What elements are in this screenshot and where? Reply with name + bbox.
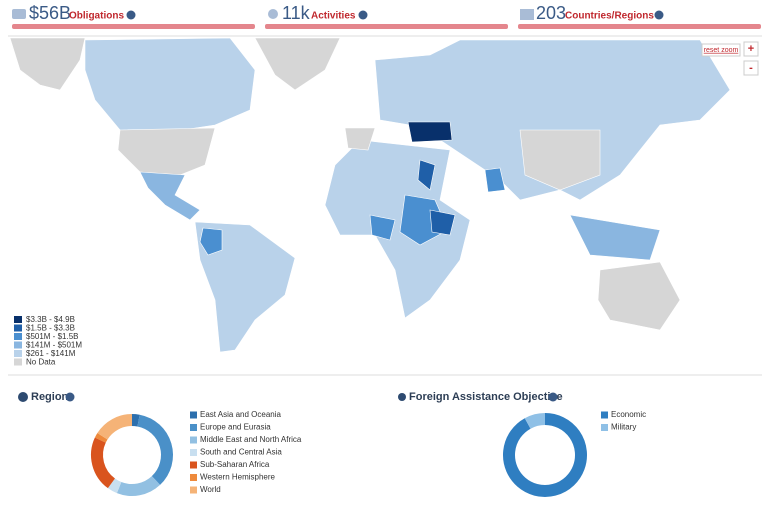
section-title: Foreign Assistance Objective: [409, 391, 563, 403]
stat-bar: [265, 24, 508, 29]
legend-swatch: [601, 411, 608, 419]
legend-label: Western Hemisphere: [200, 473, 276, 482]
info-icon[interactable]: [65, 392, 75, 402]
legend-swatch: [190, 436, 197, 444]
legend-swatch: [601, 424, 608, 431]
legend-swatch: [14, 333, 22, 340]
legend-swatch: [190, 449, 197, 456]
legend-label: Europe and Eurasia: [200, 423, 271, 432]
legend-swatch: [14, 350, 22, 357]
reset-button[interactable]: [701, 43, 741, 57]
country: [199, 227, 223, 256]
legend-swatch: [190, 411, 197, 419]
country: [417, 159, 436, 191]
info-icon[interactable]: [126, 10, 136, 20]
legend-label: $141M - $501M: [26, 341, 82, 350]
legend-label: Economic: [611, 410, 646, 419]
info-icon[interactable]: [654, 10, 664, 20]
gear-icon: [268, 9, 278, 19]
donut-segment: [503, 413, 587, 497]
country: [84, 37, 256, 136]
country: [369, 214, 396, 241]
zoom-in[interactable]: +: [748, 43, 754, 55]
legend-swatch: [14, 324, 22, 332]
country: [117, 127, 216, 176]
country: [9, 37, 86, 91]
stat-label: Countries/Regions: [565, 11, 654, 22]
legend-label: $261 - $141M: [26, 349, 76, 358]
legend-label: Military: [611, 423, 636, 432]
country: [484, 167, 506, 193]
country: [194, 221, 296, 353]
country: [254, 37, 341, 91]
country: [344, 127, 376, 151]
world-map: [9, 37, 731, 353]
donut-segment: [97, 414, 133, 440]
zoom-out[interactable]: -: [749, 62, 753, 74]
legend-label: East Asia and Oceania: [200, 410, 281, 419]
donut-segment: [131, 414, 140, 427]
legend-swatch: [14, 316, 22, 323]
donut-segment: [107, 478, 122, 494]
stat-value: 203: [536, 3, 566, 23]
zoom-out-button[interactable]: [743, 60, 759, 76]
donut-segment: [91, 437, 116, 489]
legend-label: $1.5B - $3.3B: [26, 324, 75, 333]
map-icon: [520, 9, 534, 20]
legend-swatch: [14, 341, 22, 349]
donut-segment: [94, 433, 108, 443]
legend-swatch: [190, 486, 197, 494]
donut-segment: [116, 475, 161, 496]
section-title: Region: [31, 391, 69, 403]
legend-label: Sub-Saharan Africa: [200, 460, 270, 469]
zoom-in-button[interactable]: [743, 41, 759, 57]
legend-label: No Data: [26, 358, 56, 367]
reset-zoom[interactable]: reset zoom: [704, 47, 739, 54]
legend-label: $501M - $1.5B: [26, 332, 78, 341]
legend-swatch: [190, 474, 197, 481]
country: [139, 171, 201, 221]
donut-segment: [524, 413, 546, 429]
stat-bar: [518, 24, 761, 29]
info-icon[interactable]: [548, 392, 558, 402]
legend-swatch: [190, 461, 197, 469]
country: [429, 209, 456, 236]
map-legend: $3.3B - $4.9B$1.5B - $3.3B$501M - $1.5B$…: [14, 315, 82, 367]
stat-bar: [12, 24, 255, 29]
country: [407, 121, 453, 143]
legend-label: World: [200, 485, 221, 494]
money-icon: [12, 9, 26, 19]
stat-label: Activities: [311, 11, 356, 22]
stat-value: $56B: [29, 3, 71, 23]
legend-swatch: [14, 358, 22, 366]
legend-swatch: [190, 424, 197, 431]
country: [597, 261, 681, 331]
info-icon[interactable]: [358, 10, 368, 20]
legend-label: South and Central Asia: [200, 448, 282, 457]
donut-segment: [137, 414, 173, 485]
header: $56B Obligations 11k Activities 203 Coun…: [12, 3, 761, 29]
stat-value: 11k: [282, 3, 311, 23]
gear-icon: [398, 393, 406, 401]
country: [569, 214, 661, 261]
legend-label: $3.3B - $4.9B: [26, 315, 75, 324]
stat-label: Obligations: [69, 11, 124, 22]
legend-label: Middle East and North Africa: [200, 435, 302, 444]
country: [519, 129, 601, 191]
globe-icon: [18, 392, 28, 402]
country: [324, 139, 471, 319]
